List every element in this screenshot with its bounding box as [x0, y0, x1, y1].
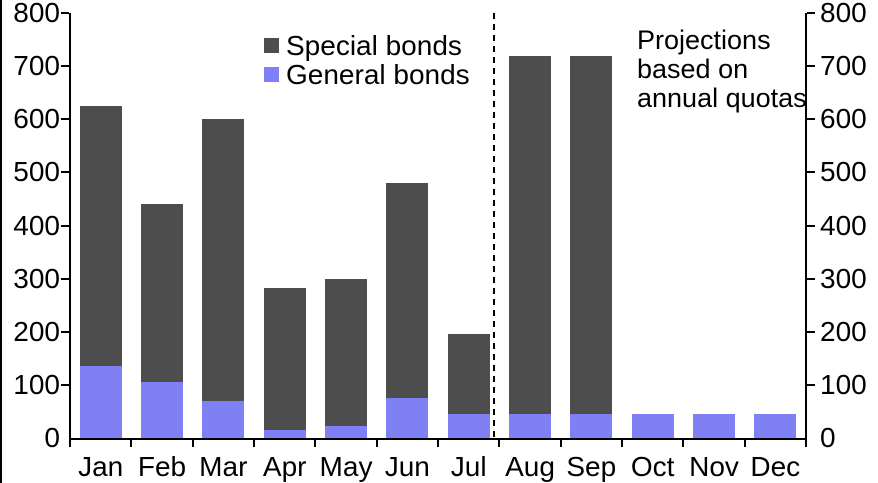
projection-divider-dashed-line: [493, 13, 495, 438]
x-axis-tick: [375, 438, 378, 447]
y-tick-left: [61, 118, 69, 121]
x-axis-label-apr: Apr: [262, 451, 307, 482]
special-bonds-swatch-icon: [264, 38, 279, 53]
bar-general-bonds-jan: [79, 366, 122, 438]
bar-special-bonds-jun: [386, 183, 429, 398]
x-axis-label-dec: Dec: [750, 451, 801, 482]
bar-general-bonds-mar: [202, 400, 245, 438]
image-left-border: [0, 0, 2, 483]
y-tick-right: [807, 12, 815, 14]
x-axis-tick: [314, 438, 317, 447]
legend-item-general-bonds: General bonds: [264, 60, 470, 89]
y-axis-label-right-400: 400: [820, 209, 867, 241]
bar-general-bonds-jul: [447, 413, 490, 438]
y-tick-left: [61, 330, 69, 333]
y-tick-left: [61, 383, 69, 386]
y-axis-label-left-100: 100: [13, 368, 60, 400]
y-axis-label-right-200: 200: [820, 315, 867, 347]
x-axis-label-mar: Mar: [199, 451, 248, 482]
bar-special-bonds-mar: [202, 119, 245, 401]
bar-general-bonds-apr: [263, 430, 306, 438]
x-axis-tick: [437, 438, 439, 447]
y-tick-left: [61, 12, 69, 14]
bar-special-bonds-feb: [141, 204, 183, 383]
bar-special-bonds-jan: [79, 106, 122, 367]
bar-general-bonds-dec: [754, 413, 797, 438]
y-axis-label-left-800: 800: [13, 0, 60, 28]
y-tick-left: [61, 65, 69, 68]
annotation-line-2: based on: [637, 54, 749, 84]
y-tick-right: [807, 330, 815, 333]
y-tick-right: [807, 383, 815, 386]
projections-annotation: Projections based on annual quotas: [637, 26, 827, 113]
y-tick-right: [807, 118, 815, 121]
bar-special-bonds-jul: [447, 333, 490, 414]
x-axis-label-jul: Jul: [450, 451, 487, 482]
plot-area: [70, 13, 806, 438]
bar-general-bonds-oct: [631, 413, 674, 438]
x-axis-tick: [130, 438, 133, 447]
y-tick-right: [807, 65, 815, 68]
x-axis-tick: [621, 438, 623, 447]
x-axis-label-aug: Aug: [505, 451, 555, 482]
x-axis-tick: [682, 438, 685, 447]
y-axis-left: [69, 13, 71, 440]
y-axis-label-left-600: 600: [13, 103, 60, 135]
y-axis-label-left-500: 500: [13, 156, 60, 188]
y-tick-right: [807, 171, 815, 174]
y-axis-label-left-0: 0: [44, 422, 60, 453]
legend: Special bonds General bonds: [264, 31, 470, 89]
y-axis-label-right-800: 800: [820, 0, 867, 28]
y-axis-label-right-0: 0: [820, 422, 836, 453]
y-axis-label-right-100: 100: [820, 368, 867, 400]
y-axis-label-left-400: 400: [13, 209, 60, 241]
y-tick-right: [807, 224, 815, 227]
x-axis-label-nov: Nov: [689, 451, 739, 482]
x-axis-label-may: May: [319, 451, 373, 482]
x-axis-tick: [69, 438, 71, 447]
x-axis-tick: [253, 438, 255, 447]
bar-general-bonds-may: [325, 425, 367, 438]
x-axis-tick: [498, 438, 501, 447]
x-axis-label-oct: Oct: [630, 451, 675, 482]
y-axis-label-left-700: 700: [13, 50, 60, 82]
legend-label-general-bonds: General bonds: [286, 59, 470, 90]
x-axis-label-jun: Jun: [384, 451, 430, 482]
x-axis-label-sep: Sep: [566, 451, 617, 482]
y-axis-label-right-600: 600: [820, 103, 867, 135]
bar-special-bonds-apr: [263, 288, 306, 430]
y-axis-label-right-500: 500: [820, 156, 867, 188]
y-tick-left: [61, 224, 69, 227]
bar-special-bonds-sep: [570, 55, 613, 414]
bar-general-bonds-feb: [141, 382, 183, 438]
bar-general-bonds-jun: [386, 397, 429, 438]
y-axis-label-right-700: 700: [820, 50, 867, 82]
y-axis-label-left-200: 200: [13, 315, 60, 347]
legend-item-special-bonds: Special bonds: [264, 31, 470, 60]
annotation-line-3: annual quotas: [637, 83, 807, 113]
x-axis-tick: [191, 438, 194, 447]
y-axis-right: [805, 13, 807, 440]
x-axis-label-feb: Feb: [137, 451, 187, 482]
bar-general-bonds-aug: [509, 413, 551, 438]
y-tick-left: [61, 277, 69, 280]
x-axis-tick: [743, 438, 746, 447]
y-axis-label-left-300: 300: [13, 262, 60, 294]
x-axis-label-jan: Jan: [78, 451, 124, 482]
bar-special-bonds-may: [325, 278, 367, 426]
y-tick-left: [61, 171, 69, 174]
bar-general-bonds-sep: [570, 413, 613, 438]
annotation-line-1: Projections: [637, 25, 771, 55]
y-axis-label-right-300: 300: [820, 262, 867, 294]
x-axis-tick: [805, 438, 807, 447]
bar-general-bonds-nov: [693, 413, 735, 438]
x-axis-tick: [559, 438, 562, 447]
y-tick-right: [807, 277, 815, 280]
bar-special-bonds-aug: [509, 55, 551, 414]
legend-label-special-bonds: Special bonds: [286, 30, 462, 61]
general-bonds-swatch-icon: [264, 67, 279, 82]
